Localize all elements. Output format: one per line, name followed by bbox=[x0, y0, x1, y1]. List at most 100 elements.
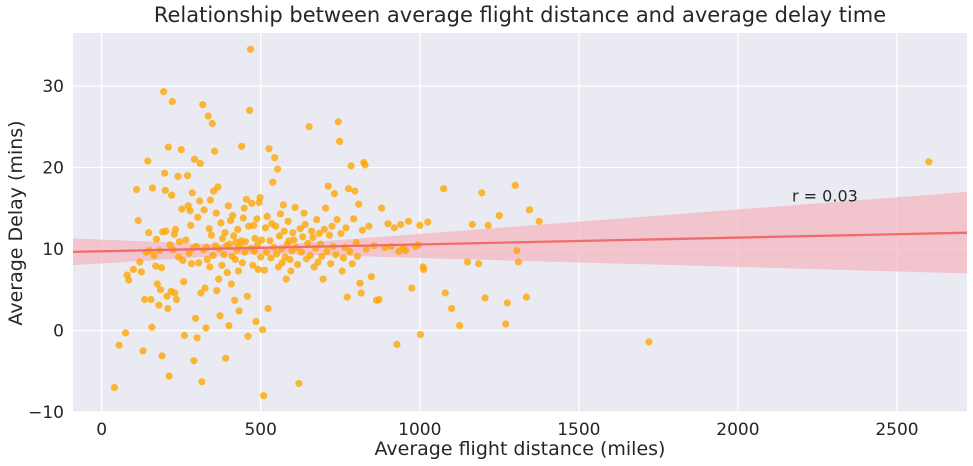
data-point bbox=[230, 232, 238, 240]
data-point bbox=[305, 123, 313, 131]
data-point bbox=[397, 220, 405, 229]
x-tick-labels: 0 500 1000 1500 2000 2500 bbox=[96, 420, 918, 440]
data-point bbox=[207, 231, 215, 239]
data-point bbox=[308, 227, 316, 235]
data-point bbox=[168, 191, 176, 199]
data-point bbox=[475, 260, 483, 268]
data-point bbox=[224, 202, 232, 210]
data-point bbox=[213, 287, 221, 295]
data-point bbox=[229, 212, 237, 220]
data-point bbox=[144, 157, 152, 165]
data-point bbox=[147, 295, 155, 304]
data-point bbox=[244, 332, 252, 340]
data-point bbox=[328, 222, 336, 230]
data-point bbox=[294, 260, 302, 269]
data-point bbox=[157, 264, 165, 272]
data-point bbox=[348, 260, 356, 268]
data-point bbox=[282, 275, 290, 283]
data-point bbox=[249, 261, 257, 269]
data-point bbox=[344, 185, 353, 193]
data-point bbox=[318, 252, 326, 260]
data-point bbox=[290, 236, 298, 244]
data-point bbox=[263, 212, 271, 220]
data-point bbox=[319, 275, 327, 283]
data-point bbox=[463, 258, 472, 266]
x-tick-label: 2500 bbox=[875, 420, 918, 440]
data-point bbox=[484, 221, 492, 229]
x-tick-label: 1000 bbox=[398, 420, 441, 440]
y-tick-label: −10 bbox=[28, 403, 64, 423]
data-point bbox=[187, 260, 195, 268]
data-point bbox=[205, 225, 213, 233]
data-point bbox=[393, 340, 401, 348]
data-point bbox=[187, 221, 195, 229]
data-point bbox=[145, 229, 153, 237]
data-point bbox=[238, 259, 246, 267]
data-point bbox=[177, 146, 185, 154]
data-point bbox=[203, 256, 211, 264]
data-point bbox=[535, 217, 543, 225]
data-point bbox=[304, 239, 312, 247]
data-point bbox=[231, 256, 239, 264]
data-point bbox=[163, 292, 171, 300]
data-point bbox=[234, 267, 242, 275]
data-point bbox=[161, 169, 169, 177]
data-point bbox=[221, 229, 229, 237]
data-point bbox=[264, 304, 272, 313]
data-point bbox=[322, 204, 330, 212]
data-point bbox=[405, 217, 413, 225]
data-point bbox=[242, 195, 250, 203]
data-point bbox=[514, 258, 523, 266]
data-point bbox=[125, 276, 133, 284]
data-point bbox=[356, 279, 364, 287]
data-point bbox=[338, 267, 346, 275]
data-point bbox=[314, 258, 322, 266]
data-point bbox=[295, 379, 303, 388]
data-point bbox=[269, 178, 277, 186]
data-point bbox=[416, 221, 424, 229]
data-point bbox=[416, 331, 424, 339]
data-point bbox=[199, 101, 207, 109]
data-point bbox=[296, 225, 304, 233]
data-point bbox=[223, 269, 231, 277]
data-point bbox=[260, 266, 269, 274]
confidence-band bbox=[73, 191, 967, 274]
data-point bbox=[217, 219, 225, 227]
data-point bbox=[115, 341, 123, 349]
data-point bbox=[164, 143, 172, 151]
data-point bbox=[645, 338, 653, 346]
data-point bbox=[162, 227, 170, 235]
data-point bbox=[178, 205, 186, 213]
data-point bbox=[241, 248, 249, 256]
data-point bbox=[191, 314, 200, 322]
data-point bbox=[196, 159, 204, 167]
data-point bbox=[357, 289, 365, 297]
y-tick-labels: −10 0 10 20 30 bbox=[28, 77, 64, 423]
data-point bbox=[362, 245, 370, 253]
data-point bbox=[208, 119, 216, 128]
data-point bbox=[231, 296, 239, 304]
data-point bbox=[332, 251, 340, 259]
data-point bbox=[525, 206, 534, 214]
data-point bbox=[214, 183, 222, 191]
data-point bbox=[234, 225, 242, 233]
data-point bbox=[172, 295, 180, 304]
data-point bbox=[253, 241, 262, 249]
data-point bbox=[155, 301, 163, 309]
data-point bbox=[313, 216, 321, 224]
data-point bbox=[468, 220, 476, 229]
data-point bbox=[212, 209, 220, 217]
data-point bbox=[384, 220, 392, 228]
data-point bbox=[240, 204, 248, 212]
data-point bbox=[342, 224, 350, 232]
data-point bbox=[160, 88, 168, 96]
data-point bbox=[180, 278, 188, 286]
data-point bbox=[206, 263, 214, 271]
data-point bbox=[168, 97, 176, 106]
data-point bbox=[253, 215, 261, 223]
y-tick-label: 30 bbox=[42, 77, 64, 97]
data-point bbox=[182, 236, 190, 244]
data-point bbox=[220, 251, 228, 259]
data-point bbox=[227, 280, 235, 288]
data-point bbox=[306, 251, 314, 260]
